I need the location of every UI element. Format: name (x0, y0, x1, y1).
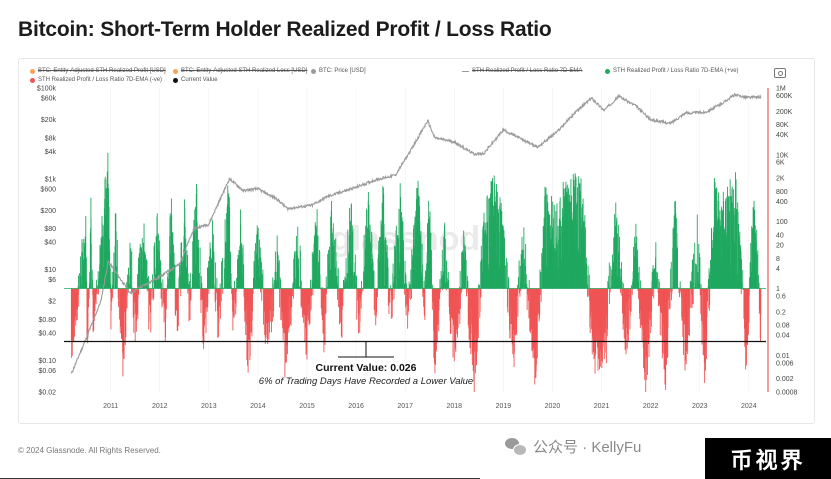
right-tick-label: 6K (776, 160, 785, 167)
right-tick-label: 0.0008 (776, 390, 798, 397)
right-tick-label: 40 (776, 232, 784, 239)
wechat-icon (505, 437, 527, 456)
legend-item-ratio-ema[interactable]: STH Realized Profit / Loss Ratio 7D-EMA (462, 68, 582, 74)
left-tick-label: $40 (44, 240, 56, 247)
legend-dot (605, 68, 610, 74)
chart-title: Bitcoin: Short-Term Holder Realized Prof… (18, 18, 552, 41)
right-tick-label: 0.04 (776, 333, 790, 340)
x-tick-label: 2023 (692, 403, 708, 410)
x-tick-label: 2022 (643, 403, 659, 410)
legend-dot (30, 68, 35, 74)
left-tick-label: $4k (45, 149, 57, 156)
left-tick-label: $200 (40, 208, 56, 215)
legend-dot (173, 77, 178, 83)
x-tick-label: 2020 (545, 403, 561, 410)
right-tick-label: 80K (776, 122, 789, 129)
wechat-label: 公众号 · KellyFu (533, 439, 642, 456)
right-tick-label: 800 (776, 189, 788, 196)
left-tick-label: $2 (48, 299, 56, 306)
left-tick-label: $6 (48, 277, 56, 284)
left-tick-label: $10 (44, 267, 56, 274)
left-tick-label: $60k (41, 96, 57, 103)
left-tick-label: $20k (41, 117, 57, 124)
right-tick-label: 20 (776, 243, 784, 250)
x-tick-label: 2017 (397, 403, 413, 410)
legend-item-ratio-negative[interactable]: STH Realized Profit / Loss Ratio 7D-EMA … (30, 77, 162, 83)
right-tick-label: 8 (776, 256, 780, 263)
right-tick-label: 100 (776, 219, 788, 226)
left-tick-label: $80 (44, 226, 56, 233)
camera-icon[interactable] (774, 68, 786, 78)
x-tick-label: 2012 (152, 403, 168, 410)
site-badge: 币视界 (705, 438, 831, 479)
left-tick-label: $600 (40, 186, 56, 193)
legend-item-sth-loss[interactable]: BTC: Entity-Adjusted STH Realized Loss [… (173, 68, 307, 74)
right-tick-label: 4 (776, 266, 780, 273)
right-tick-label: 10K (776, 152, 789, 159)
x-tick-label: 2016 (348, 403, 364, 410)
right-tick-label: 2K (776, 176, 785, 183)
left-tick-label: $0.06 (38, 368, 56, 375)
copyright-footer: © 2024 Glassnode. All Rights Reserved. (18, 446, 161, 455)
legend-item-ratio-positive[interactable]: STH Realized Profit / Loss Ratio 7D-EMA … (605, 68, 739, 74)
legend-dot (311, 68, 316, 74)
x-tick-label: 2013 (201, 403, 217, 410)
legend-dot (30, 77, 35, 83)
left-tick-label: $0.10 (38, 358, 56, 365)
right-tick-label: 1 (776, 286, 780, 293)
wechat-watermark: 公众号 · KellyFu (505, 436, 641, 457)
x-tick-label: 2021 (594, 403, 610, 410)
x-tick-label: 2018 (446, 403, 462, 410)
left-tick-label: $1k (45, 176, 57, 183)
left-tick-label: $8k (45, 135, 57, 142)
left-tick-label: $100k (37, 86, 57, 93)
x-tick-label: 2019 (496, 403, 512, 410)
right-tick-label: 400 (776, 199, 788, 206)
right-tick-label: 1M (776, 86, 786, 93)
right-tick-label: 0.002 (776, 376, 794, 383)
legend-item-current-value[interactable]: Current Value (173, 77, 218, 83)
right-tick-label: 40K (776, 132, 789, 139)
legend-line (462, 70, 469, 72)
legend-item-price[interactable]: BTC: Price [USD] (311, 68, 366, 74)
right-tick-label: 200K (776, 109, 793, 116)
right-tick-label: 0.6 (776, 293, 786, 300)
right-tick-label: 0.2 (776, 309, 786, 316)
right-tick-label: 0.01 (776, 353, 790, 360)
right-tick-label: 0.08 (776, 323, 790, 330)
price-line (70, 92, 762, 374)
annotation-current-value: Current Value: 0.026 (316, 362, 417, 374)
annotation-subtext: 6% of Trading Days Have Recorded a Lower… (259, 376, 473, 387)
x-tick-label: 2014 (250, 403, 266, 410)
left-tick-label: $0.40 (38, 330, 56, 337)
x-tick-label: 2015 (299, 403, 315, 410)
right-tick-label: 600K (776, 93, 793, 100)
x-tick-label: 2011 (103, 403, 118, 410)
left-tick-label: $0.02 (38, 390, 56, 397)
right-tick-label: 0.006 (776, 360, 794, 367)
left-tick-label: $0.80 (38, 317, 56, 324)
legend-dot (173, 68, 178, 74)
legend-item-sth-profit[interactable]: BTC: Entity-Adjusted STH Realized Profit… (30, 68, 166, 74)
x-tick-label: 2024 (741, 403, 757, 410)
